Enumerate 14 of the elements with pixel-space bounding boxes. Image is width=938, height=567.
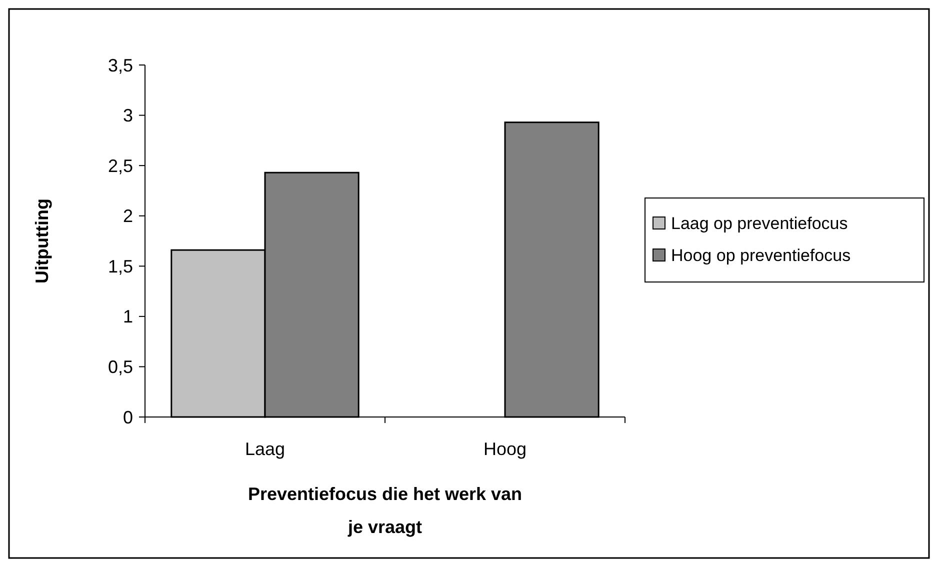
x-tick-label: Laag	[244, 439, 286, 459]
legend-label: Laag op preventiefocus	[671, 214, 848, 233]
y-tick-label: 1,5	[108, 256, 133, 276]
y-tick-label: 3	[122, 106, 133, 126]
y-tick-label: 3,5	[108, 55, 133, 76]
y-tick-label: 0,5	[108, 357, 133, 378]
y-tick-label: 2	[122, 206, 133, 226]
x-axis-title: Preventiefocus die het werk van je vraagt	[248, 484, 522, 537]
y-tick-label: 0	[122, 407, 133, 428]
x-tick-label: Hoog	[483, 439, 527, 459]
y-tick-label: 2,5	[108, 156, 133, 176]
y-tick-label: 1	[122, 306, 133, 327]
legend-label: Hoog op preventiefocus	[671, 246, 851, 265]
y-axis-title: Uitputting	[32, 198, 52, 284]
